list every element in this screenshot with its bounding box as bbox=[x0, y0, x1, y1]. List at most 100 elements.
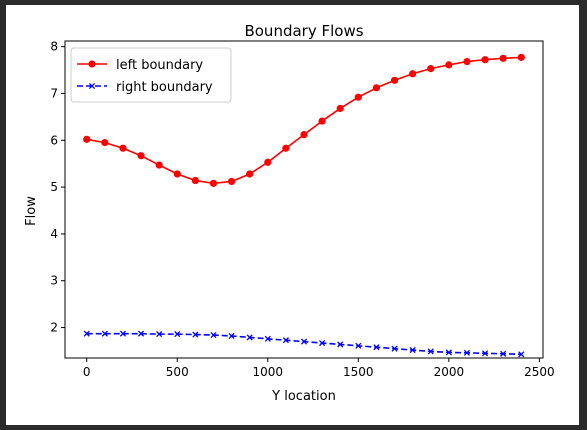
data-point bbox=[337, 341, 344, 348]
data-point bbox=[318, 117, 326, 125]
data-point bbox=[445, 349, 452, 356]
x-marker-stroke bbox=[192, 331, 199, 338]
chart-svg: Boundary Flows 0 500 1000 1500 2000 2500 2 3 4 5… bbox=[24, 22, 555, 404]
data-point bbox=[246, 334, 253, 341]
x-tick-label: 2500 bbox=[524, 365, 555, 379]
data-point bbox=[264, 158, 272, 166]
data-point bbox=[101, 139, 109, 147]
data-point bbox=[156, 331, 163, 338]
x-marker-stroke bbox=[101, 330, 108, 337]
data-point bbox=[319, 339, 326, 347]
x-marker-stroke bbox=[246, 334, 253, 341]
legend: left boundary right boundary bbox=[70, 47, 232, 103]
y-tick-label: 7 bbox=[50, 86, 58, 100]
data-point bbox=[209, 179, 218, 187]
data-point bbox=[463, 349, 471, 356]
data-point bbox=[264, 335, 271, 342]
x-marker-stroke bbox=[83, 330, 90, 337]
data-point bbox=[119, 144, 127, 152]
x-axis-ticks: 0 500 1000 1500 2000 2500 bbox=[83, 358, 555, 379]
x-marker-stroke bbox=[482, 350, 489, 357]
data-point bbox=[355, 342, 362, 349]
x-marker-stroke bbox=[210, 331, 217, 339]
x-tick-label: 1000 bbox=[253, 365, 284, 379]
data-point bbox=[137, 330, 145, 337]
y-tick-label: 8 bbox=[50, 40, 58, 54]
data-point bbox=[336, 104, 344, 113]
x-marker-stroke bbox=[463, 349, 471, 356]
x-marker-stroke bbox=[337, 341, 344, 348]
y-tick-label: 5 bbox=[50, 180, 58, 194]
data-point bbox=[155, 161, 163, 169]
data-point bbox=[137, 152, 145, 160]
data-point bbox=[500, 350, 507, 357]
data-point bbox=[173, 170, 181, 178]
data-point bbox=[210, 331, 217, 339]
x-marker-stroke bbox=[409, 346, 416, 354]
data-point bbox=[246, 170, 254, 178]
data-point bbox=[372, 84, 381, 92]
y-tick-label: 2 bbox=[50, 321, 58, 335]
x-tick-label: 0 bbox=[83, 365, 91, 379]
data-point bbox=[427, 348, 434, 355]
data-point bbox=[191, 176, 199, 185]
data-point bbox=[83, 135, 91, 143]
x-marker-stroke bbox=[391, 345, 398, 352]
x-marker-stroke bbox=[156, 331, 163, 338]
y-tick-label: 3 bbox=[50, 274, 58, 288]
y-tick-label: 6 bbox=[50, 133, 58, 147]
chart-figure: Boundary Flows 0 500 1000 1500 2000 2500 2 3 4 5… bbox=[6, 5, 579, 425]
x-marker-stroke bbox=[427, 348, 434, 355]
x-marker-stroke bbox=[373, 344, 380, 351]
x-tick-label: 2000 bbox=[434, 365, 465, 379]
data-point bbox=[481, 56, 489, 64]
series-left-boundary bbox=[83, 53, 525, 187]
x-marker-stroke bbox=[264, 335, 271, 342]
x-axis-label: Y location bbox=[271, 389, 336, 404]
x-marker-stroke bbox=[500, 350, 507, 357]
data-point bbox=[482, 350, 489, 357]
x-marker-stroke bbox=[300, 338, 308, 345]
data-point bbox=[517, 53, 525, 61]
data-point bbox=[192, 331, 199, 338]
x-marker-stroke bbox=[88, 82, 96, 90]
data-point bbox=[282, 337, 289, 344]
data-point bbox=[227, 177, 236, 186]
x-marker-stroke bbox=[445, 349, 452, 356]
legend-label-left-boundary: left boundary bbox=[116, 58, 203, 73]
legend-label-right-boundary: right boundary bbox=[116, 80, 213, 95]
x-marker-stroke bbox=[137, 330, 145, 337]
series-layer bbox=[83, 53, 525, 358]
x-tick-label: 500 bbox=[166, 365, 189, 379]
data-point bbox=[228, 332, 235, 340]
y-axis-ticks: 2 3 4 5 6 7 8 bbox=[50, 40, 65, 335]
data-point bbox=[354, 93, 362, 101]
data-point bbox=[499, 54, 507, 62]
x-tick-label: 1500 bbox=[343, 365, 374, 379]
data-point bbox=[282, 144, 290, 152]
chart-title: Boundary Flows bbox=[244, 22, 363, 40]
data-point bbox=[300, 338, 308, 345]
legend-marker-left-boundary bbox=[88, 60, 96, 68]
x-marker-stroke bbox=[518, 351, 525, 358]
legend-frame bbox=[70, 47, 232, 103]
data-point bbox=[83, 330, 90, 337]
data-point bbox=[174, 331, 181, 338]
x-marker-stroke bbox=[319, 339, 326, 347]
data-point bbox=[300, 131, 308, 139]
data-point bbox=[518, 351, 525, 358]
x-marker-stroke bbox=[119, 330, 126, 337]
y-axis-label: Flow bbox=[24, 196, 39, 226]
x-marker-stroke bbox=[355, 342, 362, 349]
data-point bbox=[391, 345, 398, 352]
x-marker-stroke bbox=[282, 337, 289, 344]
data-point bbox=[409, 70, 417, 78]
data-point bbox=[119, 330, 126, 337]
data-point bbox=[101, 330, 108, 337]
x-marker-stroke bbox=[174, 331, 181, 338]
legend-marker-right-boundary bbox=[88, 82, 96, 90]
series-right-boundary bbox=[83, 330, 525, 358]
data-point bbox=[463, 58, 471, 66]
data-point bbox=[373, 344, 380, 351]
data-point bbox=[427, 65, 435, 73]
